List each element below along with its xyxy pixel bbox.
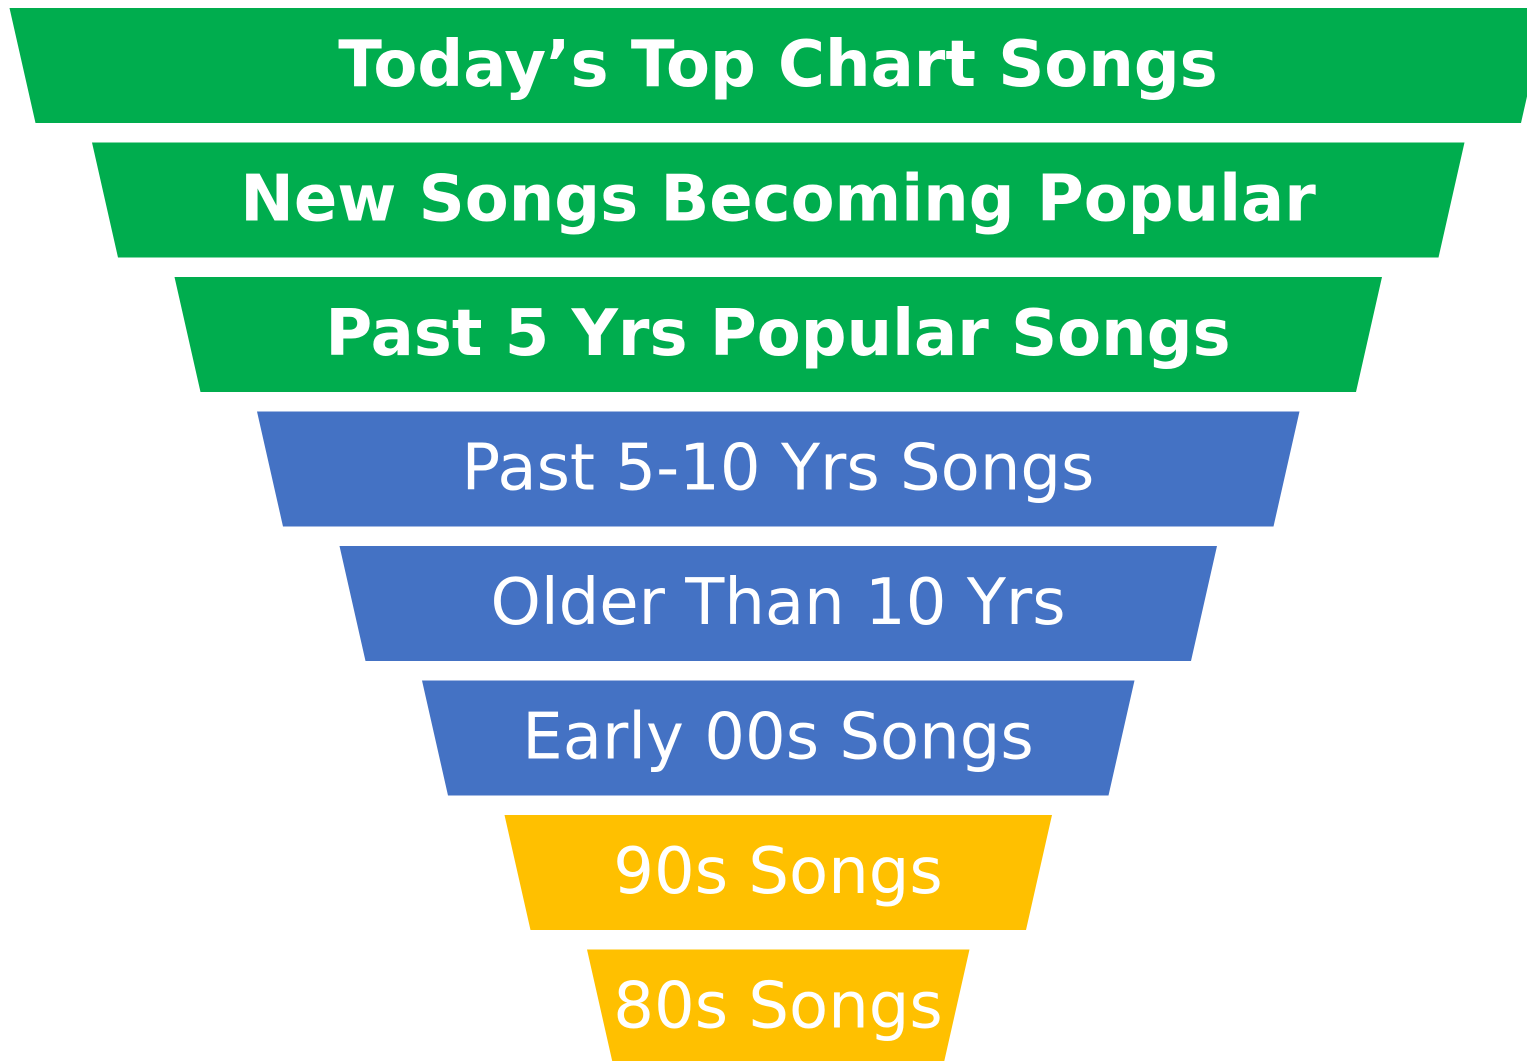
- funnel-level: [257, 411, 1300, 527]
- funnel-level: [9, 8, 1527, 123]
- funnel-level: [339, 546, 1217, 661]
- level-label: Past 5-10 Yrs Songs: [462, 432, 1095, 506]
- funnel-level: [587, 949, 970, 1061]
- funnel-level: [174, 277, 1382, 392]
- funnel-level: [422, 680, 1135, 796]
- level-label: Past 5 Yrs Popular Songs: [325, 297, 1230, 371]
- level-label: New Songs Becoming Popular: [240, 163, 1316, 237]
- level-label: Early 00s Songs: [522, 701, 1033, 775]
- funnel-level: [92, 142, 1465, 258]
- level-label: Older Than 10 Yrs: [490, 566, 1065, 640]
- level-label: Today’s Top Chart Songs: [338, 28, 1217, 102]
- funnel-level: [504, 815, 1052, 930]
- level-label: 80s Songs: [613, 970, 942, 1044]
- level-label: 90s Songs: [613, 835, 942, 909]
